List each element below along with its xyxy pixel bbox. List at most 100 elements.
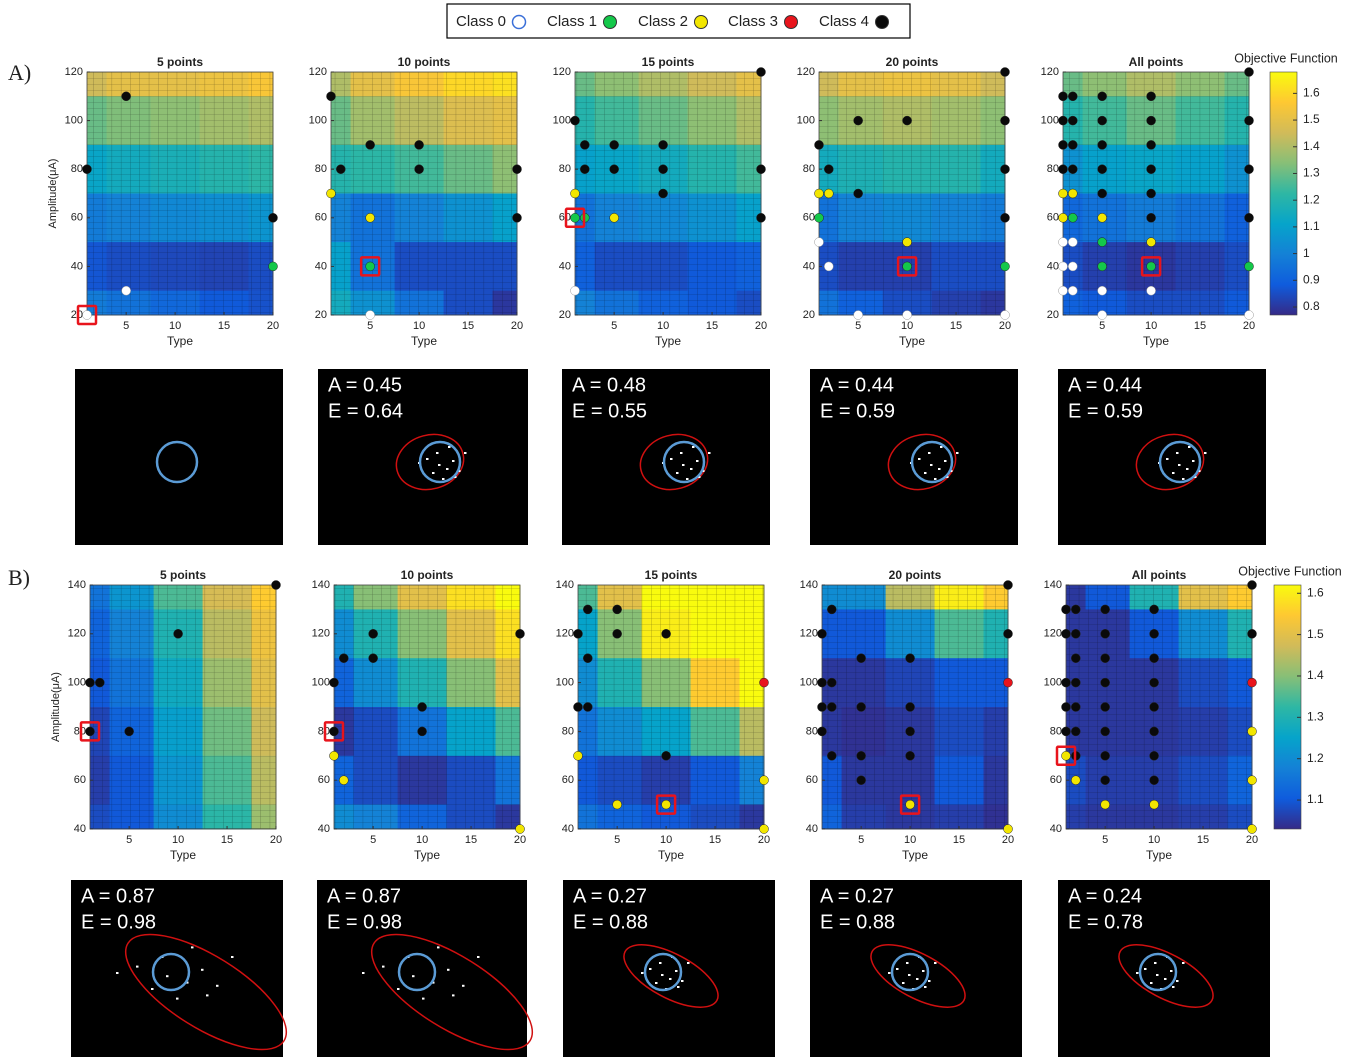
data-point <box>854 189 863 198</box>
blob <box>675 970 678 972</box>
blob <box>201 969 204 971</box>
blob <box>397 988 400 990</box>
y-tick-label: 20 <box>559 309 571 321</box>
panel-label: B) <box>8 565 30 590</box>
image-annotation: E = 0.59 <box>1068 400 1143 422</box>
blob <box>1144 968 1147 970</box>
y-tick-label: 60 <box>315 212 327 224</box>
x-tick-label: 5 <box>1099 320 1105 332</box>
legend-marker <box>604 16 617 29</box>
figure: A) B) Class 0Class 1Class 2Class 3Class … <box>0 0 1362 1059</box>
y-tick-label: 120 <box>312 628 330 640</box>
y-tick-label: 100 <box>797 115 815 127</box>
mesh <box>331 72 517 315</box>
x-tick-label: 15 <box>1194 320 1206 332</box>
data-point <box>1068 165 1077 174</box>
y-tick-label: 140 <box>68 579 86 591</box>
blob <box>928 452 931 454</box>
data-point <box>827 678 836 687</box>
data-point <box>1101 751 1110 760</box>
blob <box>176 998 179 1000</box>
data-point <box>571 286 580 295</box>
data-point <box>1245 213 1254 222</box>
x-tick-label: 20 <box>1246 834 1258 846</box>
blob <box>136 966 139 968</box>
image-annotation: E = 0.64 <box>328 400 403 422</box>
data-point <box>1001 68 1010 77</box>
blob <box>918 458 921 460</box>
data-point <box>1071 629 1080 638</box>
data-point <box>1059 116 1068 125</box>
data-point <box>1245 165 1254 174</box>
y-tick-label: 120 <box>309 66 327 78</box>
image-annotation: A = 0.27 <box>573 885 647 907</box>
data-point <box>95 678 104 687</box>
x-tick-label: 15 <box>706 320 718 332</box>
blob <box>944 460 947 462</box>
data-point <box>1248 581 1257 590</box>
colorbar-tick-label: 1.5 <box>1303 112 1320 126</box>
data-point <box>125 727 134 736</box>
blob <box>677 986 680 988</box>
data-point <box>513 213 522 222</box>
blob <box>928 980 931 982</box>
colorbar-tick-label: 0.9 <box>1303 272 1320 286</box>
blob <box>680 452 683 454</box>
y-tick-label: 100 <box>553 115 571 127</box>
x-tick-label: 10 <box>416 834 428 846</box>
y-tick-label: 60 <box>562 774 574 786</box>
panel-title: All points <box>1129 55 1184 69</box>
data-point <box>336 165 345 174</box>
image-annotation: A = 0.87 <box>81 885 155 907</box>
data-point <box>369 654 378 663</box>
data-point <box>1059 238 1068 247</box>
blob <box>934 478 937 480</box>
mesh <box>822 585 1008 829</box>
y-tick-label: 120 <box>556 628 574 640</box>
data-point <box>1062 727 1071 736</box>
x-axis-label: Type <box>655 334 681 348</box>
y-tick-label: 80 <box>806 725 818 737</box>
colorbar-tick-label: 1 <box>1303 246 1310 260</box>
y-tick-label: 120 <box>1041 66 1059 78</box>
blob <box>669 978 672 980</box>
data-point <box>854 116 863 125</box>
legend-label: Class 4 <box>819 13 869 30</box>
image-annotation: A = 0.27 <box>820 885 894 907</box>
panel-title: 10 points <box>401 568 454 582</box>
legend-label: Class 3 <box>728 13 778 30</box>
data-point <box>366 311 375 320</box>
x-tick-label: 10 <box>660 834 672 846</box>
colorbar-tick-label: 0.8 <box>1303 299 1320 313</box>
data-point <box>574 751 583 760</box>
y-tick-label: 100 <box>68 677 86 689</box>
data-point <box>1059 92 1068 101</box>
data-point <box>662 800 671 809</box>
data-point <box>272 581 281 590</box>
data-point <box>1101 776 1110 785</box>
y-tick-label: 40 <box>1050 823 1062 835</box>
data-point <box>757 68 766 77</box>
data-point <box>1248 629 1257 638</box>
x-tick-label: 10 <box>413 320 425 332</box>
mesh <box>819 72 1005 315</box>
colorbar-tick-label: 1.2 <box>1307 751 1324 765</box>
blob <box>1172 986 1175 988</box>
data-point <box>903 116 912 125</box>
y-tick-label: 120 <box>797 66 815 78</box>
y-tick-label: 120 <box>68 628 86 640</box>
data-point <box>327 189 336 198</box>
data-point <box>1098 116 1107 125</box>
data-point <box>1098 262 1107 271</box>
data-point <box>659 140 668 149</box>
data-point <box>906 703 915 712</box>
panel-title: 20 points <box>886 55 939 69</box>
data-point <box>516 825 525 834</box>
y-tick-label: 40 <box>1047 260 1059 272</box>
blob <box>1136 972 1139 974</box>
data-point <box>1001 262 1010 271</box>
image-annotation: E = 0.88 <box>573 911 648 933</box>
colorbar <box>1270 72 1297 315</box>
data-point <box>1071 654 1080 663</box>
data-point <box>574 629 583 638</box>
